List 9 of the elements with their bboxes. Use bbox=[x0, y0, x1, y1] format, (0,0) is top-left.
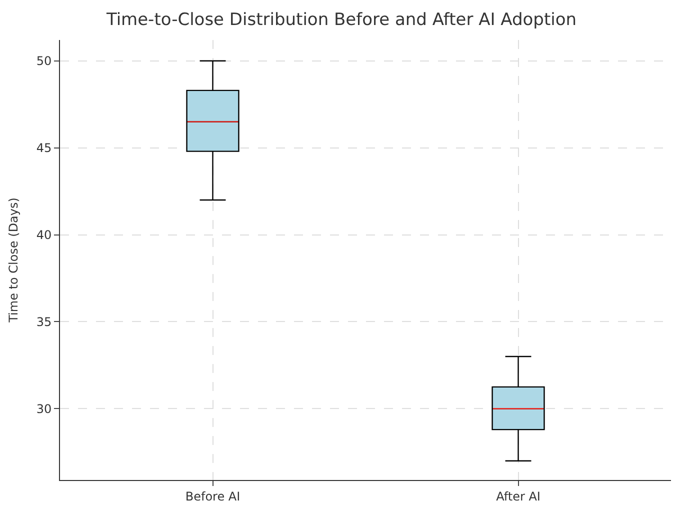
chart-title: Time-to-Close Distribution Before and After AI Adoption bbox=[105, 10, 577, 30]
y-tick-label: 50 bbox=[36, 54, 52, 68]
y-tick-label: 40 bbox=[36, 228, 52, 242]
x-tick-label: Before AI bbox=[185, 489, 240, 504]
y-tick-label: 45 bbox=[36, 141, 52, 156]
x-tick-label: After AI bbox=[496, 489, 540, 504]
y-tick-label: 35 bbox=[36, 314, 52, 329]
y-axis-title: Time to Close (Days) bbox=[6, 198, 21, 324]
y-tick-label: 30 bbox=[36, 402, 52, 416]
